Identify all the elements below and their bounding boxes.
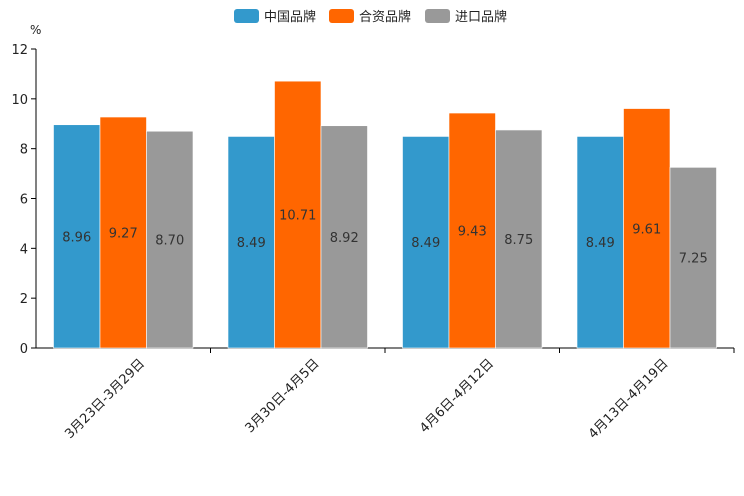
data-label: 8.49 [411,236,440,251]
x-tick-label: 3月23日-3月29日 [62,356,148,442]
legend-swatch [425,9,450,23]
x-tick-label: 3月30日-4月5日 [243,356,323,436]
y-tick-label: 2 [20,292,28,307]
y-tick-label: 12 [11,43,28,58]
bar [99,116,147,349]
y-unit-label: % [30,23,41,37]
bar [227,136,275,349]
bar [274,80,322,349]
legend-label: 进口品牌 [455,9,507,25]
legend-swatch [329,9,354,23]
bar [623,108,671,349]
y-tick-label: 10 [11,93,28,108]
bar [146,130,194,349]
bars [53,80,717,349]
x-tick-label: 4月6日-4月12日 [417,356,497,436]
bar [669,167,717,349]
data-labels: 8.96 9.27 8.70 8.49 10.71 8.92 8.49 9.43 8.75 8.4… [62,209,707,267]
data-label: 8.49 [237,236,266,251]
data-label: 8.49 [586,236,615,251]
data-label: 10.71 [279,209,316,224]
data-label: 9.43 [458,225,487,240]
data-label: 7.25 [679,252,708,267]
data-label: 9.27 [109,227,138,242]
bar [53,124,101,349]
data-label: 8.96 [62,230,91,245]
bar [495,129,543,349]
data-label: 9.61 [632,222,661,237]
legend-label: 中国品牌 [264,9,316,25]
bar [402,136,450,349]
x-axis: 3月23日-3月29日 3月30日-4月5日 4月6日-4月12日 4月13日-4月1… [36,347,735,442]
data-label: 8.92 [330,231,359,246]
data-label: 8.70 [155,234,184,249]
legend-swatch [234,9,259,23]
y-tick-label: 4 [20,242,28,257]
y-tick-label: 0 [20,342,28,357]
data-label: 8.75 [504,233,533,248]
y-tick-label: 8 [20,143,28,158]
legend: 中国品牌 合资品牌 进口品牌 [234,9,507,25]
y-tick-label: 6 [20,193,28,208]
bar [576,136,624,349]
x-tick-label: 4月13日-4月19日 [586,356,672,442]
y-axis: 0 2 4 6 8 10 12 [11,43,37,357]
bar [320,125,368,349]
legend-label: 合资品牌 [359,9,411,25]
